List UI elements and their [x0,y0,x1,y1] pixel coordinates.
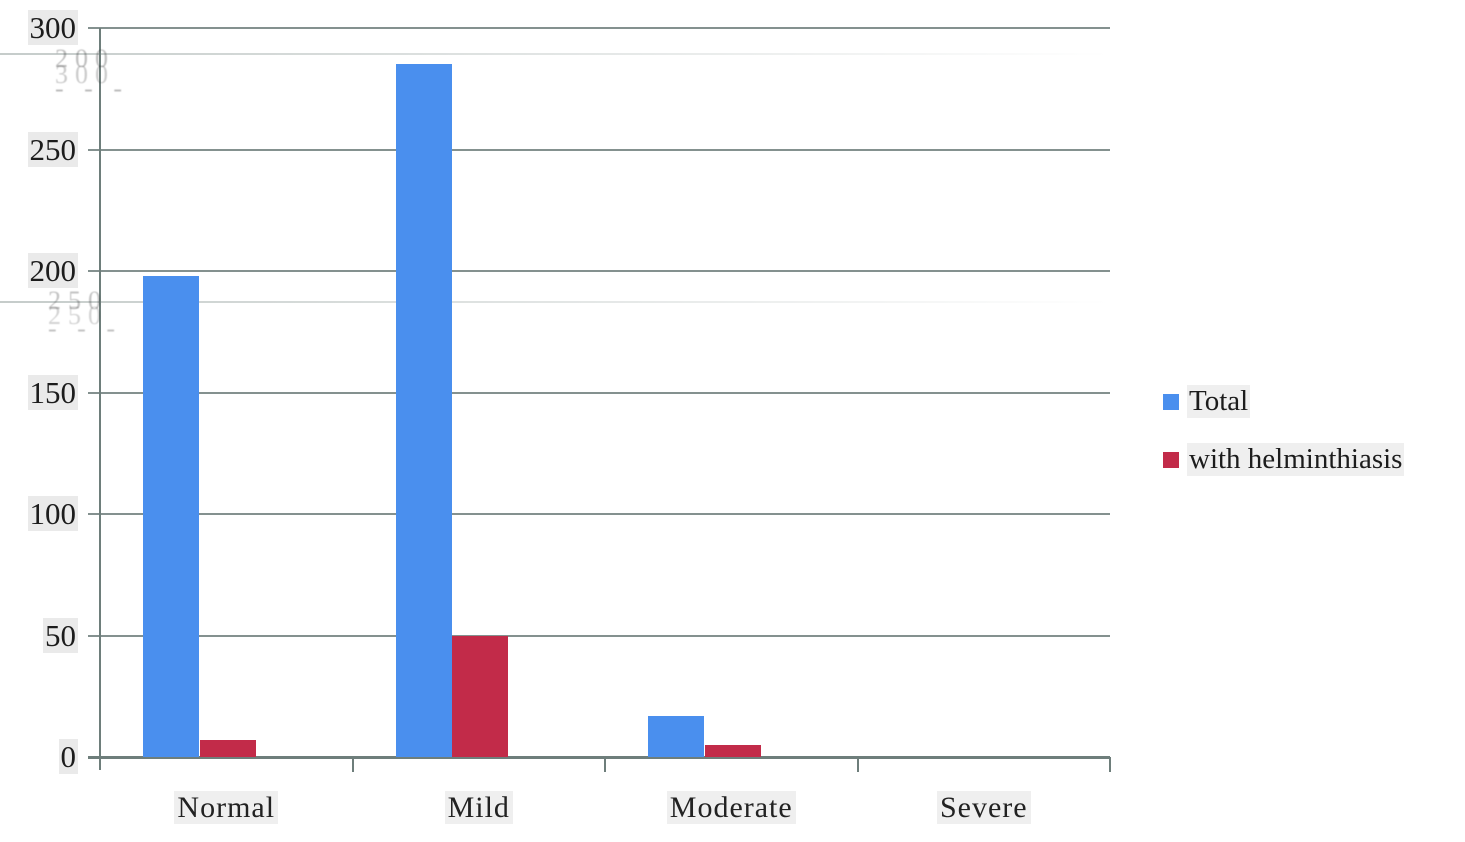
x-tick-label-normal: Normal [106,791,346,825]
legend-item-total: Total [1163,385,1251,418]
x-tick-label-severe: Severe [864,791,1104,825]
gridline-100 [88,513,1110,515]
bar-total-mild [395,64,452,757]
x-axis-tick [1109,757,1111,772]
y-tick-label-0: 0 [58,739,78,774]
bar-with-helminthiasis-normal [199,739,256,757]
legend-label: with helminthiasis [1187,443,1405,476]
x-tick-label-mild: Mild [359,791,599,825]
x-axis-tick [351,757,354,772]
ghost-label-0: 200 [55,44,115,73]
ghost-label-4: 250 [48,301,108,330]
legend-label: Total [1187,385,1251,418]
gridline-50 [88,634,1110,637]
gridline-300 [88,27,1110,29]
y-tick-label-250: 250 [27,131,78,167]
legend-swatch-icon [1163,451,1179,468]
legend-item-with-helminthiasis: with helminthiasis [1163,443,1405,476]
y-tick-label-200: 200 [27,253,78,288]
ghost-label-2: - - - [55,74,129,103]
bar-with-helminthiasis-moderate [704,744,761,757]
gridline-150 [88,391,1110,394]
ghost-label-5: - - - [48,314,122,343]
gridline-250 [88,148,1110,151]
y-tick-label-150: 150 [27,374,78,410]
gridline-0 [88,756,1110,759]
bar-total-normal [143,275,199,757]
gridline-200 [88,270,1110,272]
y-tick-label-300: 300 [27,10,78,45]
ghost-gridline [0,53,1110,55]
legend-swatch-icon [1163,393,1179,410]
y-tick-label-100: 100 [27,496,78,531]
bar-total-moderate [648,715,704,757]
y-tick-label-50: 50 [43,617,78,653]
y-axis-line [99,28,101,770]
x-axis-tick [856,757,859,772]
x-axis-tick [604,757,606,772]
ghost-label-3: 250 [48,286,108,315]
bar-with-helminthiasis-mild [452,635,508,757]
ghost-label-1: 300 [55,60,115,89]
x-tick-label-moderate: Moderate [611,791,851,825]
ghost-gridline [0,301,1110,303]
